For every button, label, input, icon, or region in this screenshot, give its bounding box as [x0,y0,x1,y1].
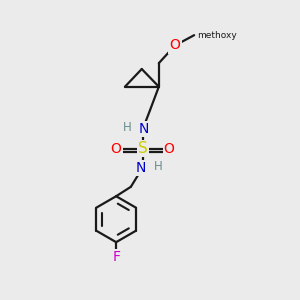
Text: O: O [164,142,175,155]
Text: F: F [112,250,120,265]
Text: O: O [111,142,122,155]
Text: N: N [139,122,149,136]
Text: O: O [169,38,181,52]
Text: H: H [154,160,162,173]
Text: S: S [138,141,148,156]
Text: N: N [136,161,146,175]
Text: H: H [123,122,132,134]
Text: methoxy: methoxy [197,31,237,40]
